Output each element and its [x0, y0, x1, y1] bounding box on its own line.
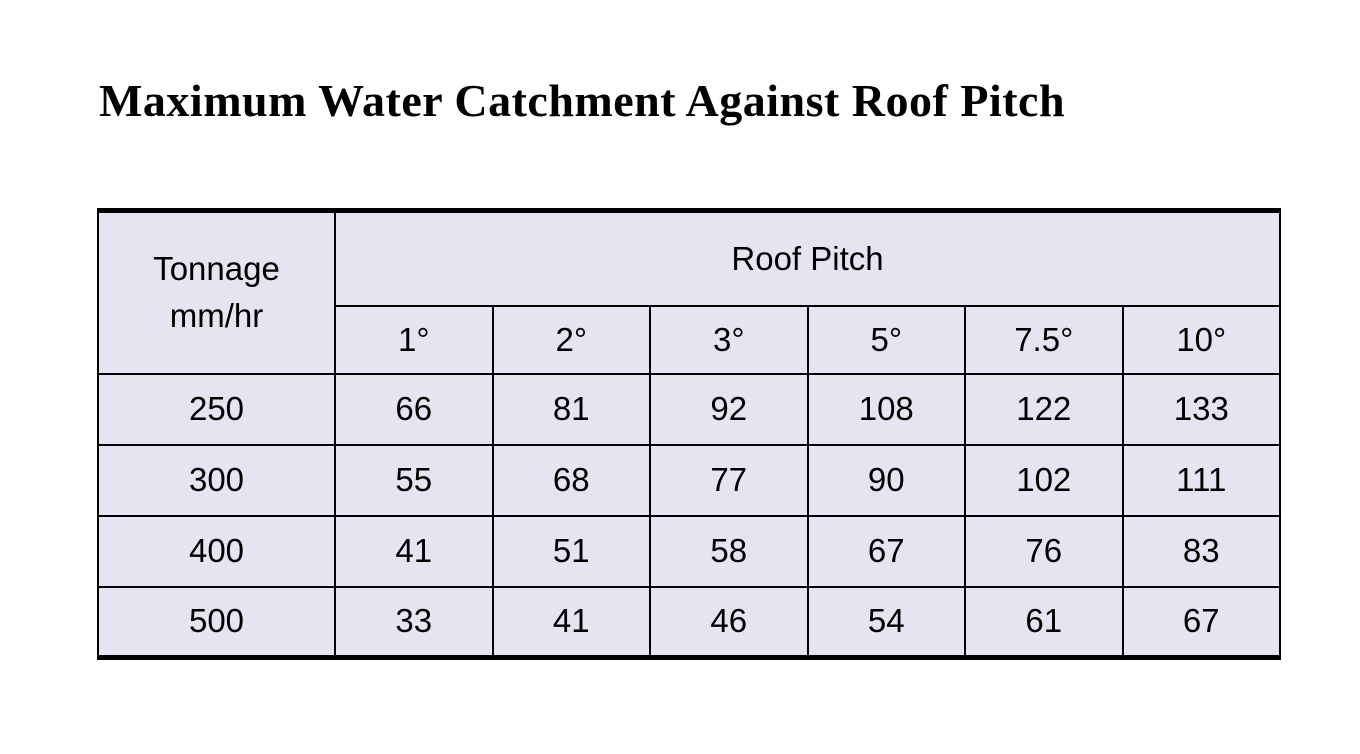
- cell-500-7-5deg: 61: [964, 585, 1124, 660]
- header-pitch-3: 3°: [649, 304, 809, 375]
- header-roof-pitch: Roof Pitch: [333, 208, 1282, 307]
- cell-400-5deg: 67: [806, 514, 966, 588]
- header-row-pitch-degrees: 1° 2° 3° 5° 7.5° 10°: [98, 304, 1282, 375]
- cell-500-10deg: 67: [1121, 585, 1282, 660]
- cell-300-7-5deg: 102: [964, 443, 1124, 517]
- cell-250-2deg: 81: [491, 372, 651, 446]
- cell-400-2deg: 51: [491, 514, 651, 588]
- header-tonnage-mm-hr: Tonnage mm/hr: [97, 208, 336, 375]
- table-row-250: 250 66 81 92 108 122 133: [97, 372, 1282, 446]
- cell-400-3deg: 58: [649, 514, 809, 588]
- header-tonnage-line2: mm/hr: [169, 296, 264, 334]
- table-row-400: 400 41 51 58 67 76 83: [97, 514, 1282, 588]
- cell-250-5deg: 108: [806, 372, 966, 446]
- header-pitch-1: 1°: [334, 304, 494, 375]
- cell-250-1deg: 66: [334, 372, 494, 446]
- table-row-500: 500 33 41 46 54 61 67: [97, 585, 1282, 660]
- water-catchment-table: Tonnage mm/hr Roof Pitch 1° 2° 3° 5° 7.5…: [97, 208, 1282, 660]
- cell-300-5deg: 90: [806, 443, 966, 517]
- row-header-300: 300: [97, 443, 336, 517]
- cell-300-2deg: 68: [491, 443, 651, 517]
- table-row-300: 300 55 68 77 90 102 111: [97, 443, 1282, 517]
- header-pitch-5: 5°: [806, 304, 966, 375]
- cell-500-3deg: 46: [649, 585, 809, 660]
- header-row-group: Tonnage mm/hr Roof Pitch: [97, 208, 1282, 375]
- page-title: Maximum Water Catchment Against Roof Pit…: [99, 75, 1066, 126]
- cell-300-10deg: 111: [1121, 443, 1282, 517]
- header-pitch-10: 10°: [1121, 304, 1282, 375]
- cell-250-7-5deg: 122: [964, 372, 1124, 446]
- cell-300-3deg: 77: [649, 443, 809, 517]
- row-header-400: 400: [97, 514, 336, 588]
- cell-300-1deg: 55: [334, 443, 494, 517]
- header-pitch-2: 2°: [491, 304, 651, 375]
- cell-400-7-5deg: 76: [964, 514, 1124, 588]
- header-tonnage-line1: Tonnage: [153, 249, 280, 287]
- cell-500-1deg: 33: [334, 585, 494, 660]
- cell-400-1deg: 41: [334, 514, 494, 588]
- cell-400-10deg: 83: [1121, 514, 1282, 588]
- row-header-250: 250: [97, 372, 336, 446]
- header-pitch-7-5: 7.5°: [964, 304, 1124, 375]
- row-header-500: 500: [97, 585, 336, 660]
- cell-250-10deg: 133: [1121, 372, 1282, 446]
- cell-500-5deg: 54: [806, 585, 966, 660]
- cell-500-2deg: 41: [491, 585, 651, 660]
- cell-250-3deg: 92: [649, 372, 809, 446]
